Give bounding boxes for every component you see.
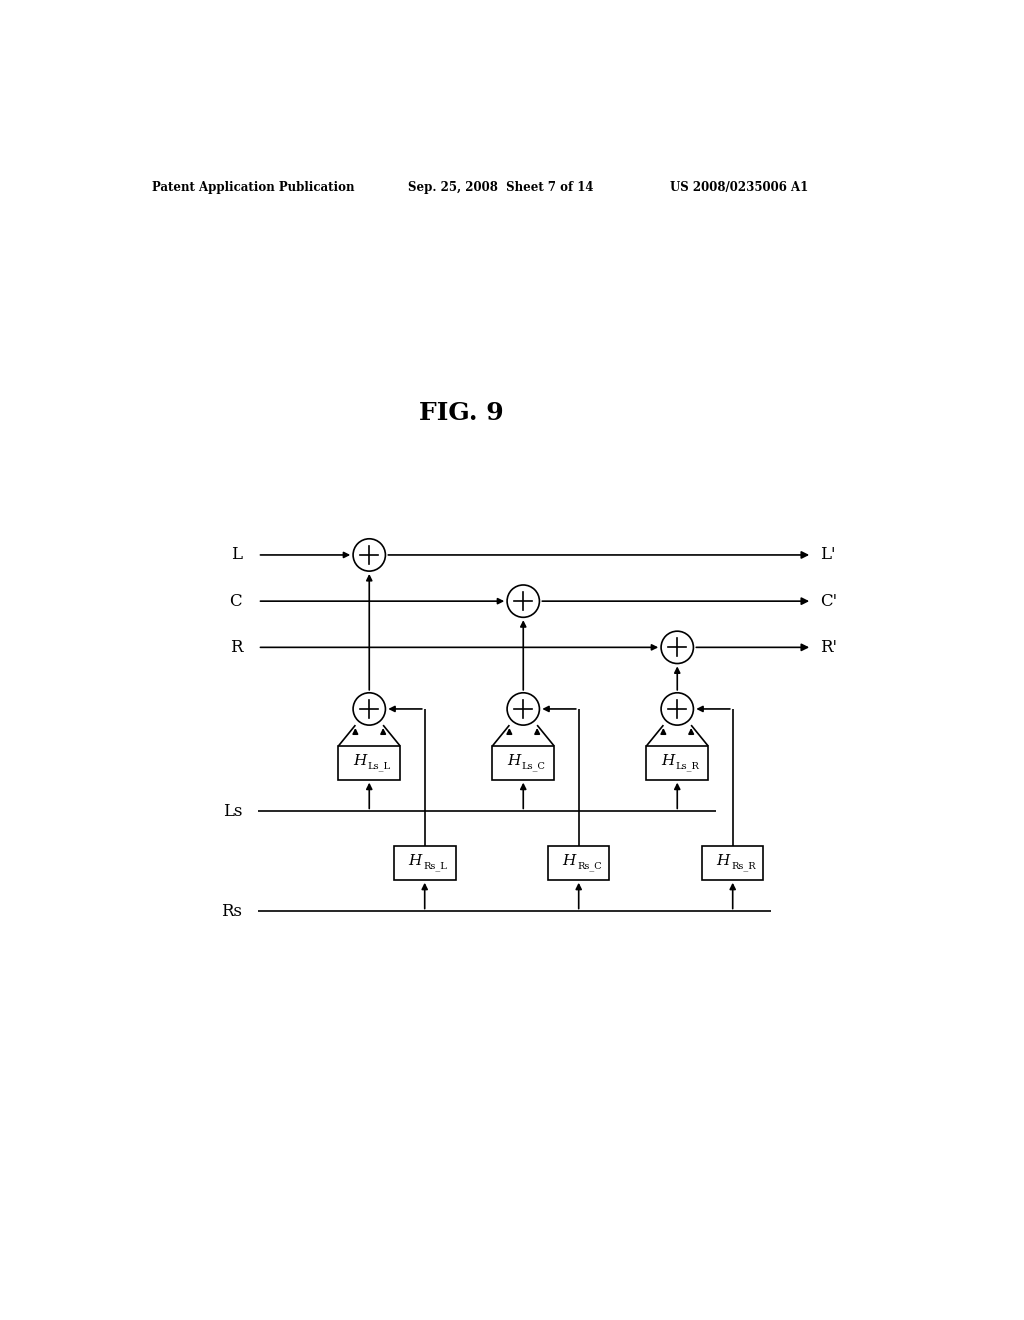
Text: Rs_C: Rs_C bbox=[578, 861, 602, 871]
Text: R': R' bbox=[819, 639, 837, 656]
Text: C: C bbox=[229, 593, 243, 610]
Text: H: H bbox=[717, 854, 730, 869]
Text: L: L bbox=[231, 546, 243, 564]
Circle shape bbox=[353, 539, 385, 572]
Bar bbox=[548, 846, 609, 880]
Bar bbox=[646, 746, 708, 780]
Bar bbox=[493, 746, 554, 780]
Text: H: H bbox=[409, 854, 422, 869]
Text: H: H bbox=[507, 754, 520, 768]
Text: Rs_L: Rs_L bbox=[423, 861, 447, 871]
Text: Patent Application Publication: Patent Application Publication bbox=[153, 181, 354, 194]
Text: Ls_L: Ls_L bbox=[368, 762, 391, 771]
Text: Ls_R: Ls_R bbox=[676, 762, 699, 771]
Bar bbox=[394, 846, 456, 880]
Text: Rs: Rs bbox=[221, 903, 243, 920]
Text: US 2008/0235006 A1: US 2008/0235006 A1 bbox=[670, 181, 808, 194]
Text: FIG. 9: FIG. 9 bbox=[419, 400, 504, 425]
Text: R: R bbox=[229, 639, 243, 656]
Bar bbox=[701, 846, 764, 880]
Bar bbox=[339, 746, 400, 780]
Text: H: H bbox=[353, 754, 367, 768]
Circle shape bbox=[507, 585, 540, 618]
Text: H: H bbox=[660, 754, 674, 768]
Circle shape bbox=[662, 631, 693, 664]
Text: H: H bbox=[562, 854, 575, 869]
Text: Rs_R: Rs_R bbox=[731, 861, 756, 871]
Text: Sep. 25, 2008  Sheet 7 of 14: Sep. 25, 2008 Sheet 7 of 14 bbox=[408, 181, 593, 194]
Text: Ls: Ls bbox=[222, 803, 243, 820]
Circle shape bbox=[662, 693, 693, 725]
Text: C': C' bbox=[819, 593, 837, 610]
Circle shape bbox=[353, 693, 385, 725]
Text: L': L' bbox=[819, 546, 836, 564]
Text: Ls_C: Ls_C bbox=[521, 762, 546, 771]
Circle shape bbox=[507, 693, 540, 725]
